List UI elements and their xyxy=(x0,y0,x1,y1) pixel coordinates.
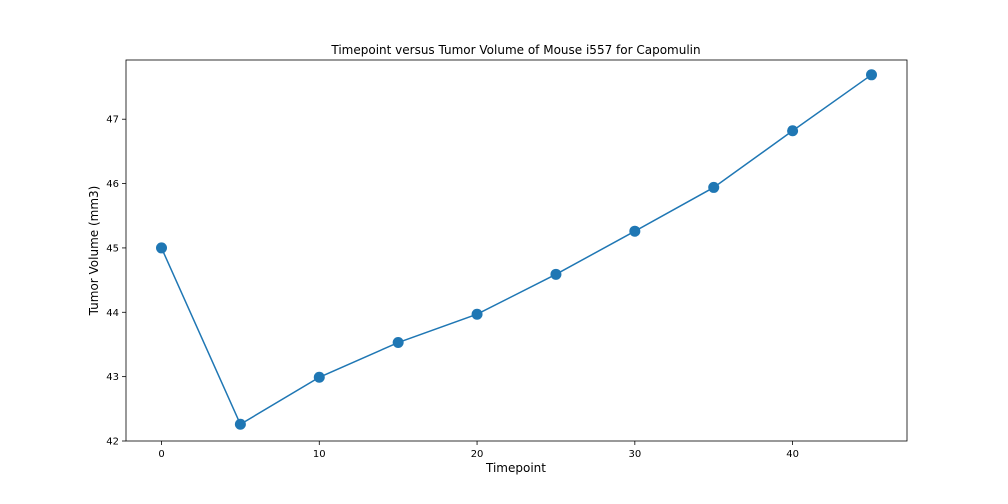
plot-frame xyxy=(125,59,908,442)
y-tick-label: 47 xyxy=(106,115,119,126)
data-point xyxy=(156,242,167,254)
series-group xyxy=(156,69,877,430)
data-point xyxy=(708,181,720,193)
data-point xyxy=(629,225,641,237)
data-point xyxy=(787,125,799,137)
x-tick-label: 40 xyxy=(786,449,799,460)
plot-area: 0 10 20 30 40 42 43 44 45 46 47 xyxy=(106,59,908,460)
y-axis-ticks: 42 43 44 45 46 47 xyxy=(106,115,126,448)
data-point xyxy=(866,69,877,81)
y-tick-label: 46 xyxy=(106,179,119,190)
data-point xyxy=(471,308,483,320)
y-axis-label: Tumor Volume (mm3) xyxy=(87,186,101,317)
x-tick-label: 20 xyxy=(471,449,484,460)
x-axis-label: Timepoint xyxy=(485,461,546,475)
x-tick-label: 0 xyxy=(158,449,164,460)
y-tick-label: 44 xyxy=(106,308,119,319)
y-tick-label: 45 xyxy=(106,243,119,254)
chart-title: Timepoint versus Tumor Volume of Mouse i… xyxy=(330,43,700,57)
data-point xyxy=(234,418,246,430)
data-point xyxy=(550,268,562,280)
y-tick-label: 43 xyxy=(106,372,119,383)
x-tick-label: 10 xyxy=(313,449,326,460)
data-point xyxy=(313,371,325,383)
x-axis-ticks: 0 10 20 30 40 xyxy=(158,441,799,460)
y-tick-label: 42 xyxy=(106,437,119,448)
data-point xyxy=(392,337,404,349)
series-line xyxy=(160,74,872,426)
x-tick-label: 30 xyxy=(628,449,641,460)
